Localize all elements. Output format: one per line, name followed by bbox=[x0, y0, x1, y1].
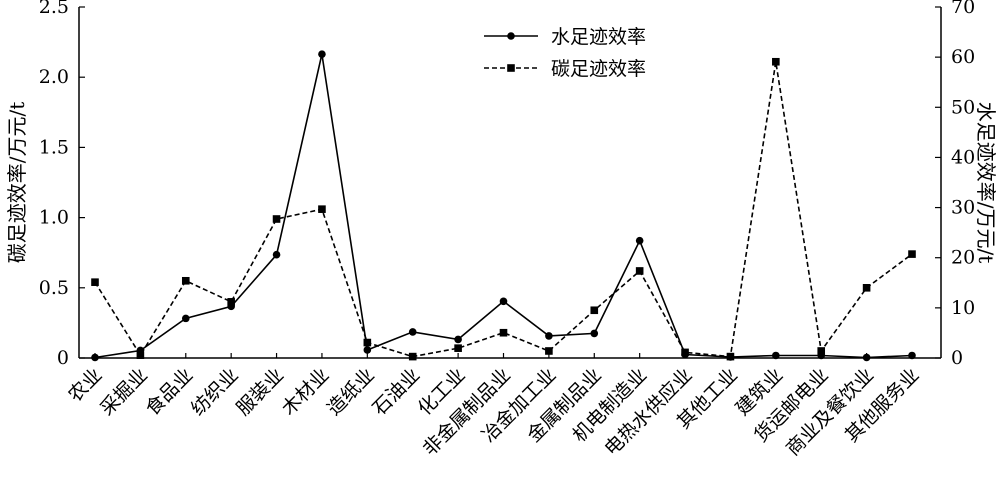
x-category-label: 纺织业 bbox=[187, 364, 243, 420]
carbon-data-point bbox=[635, 267, 644, 275]
water-data-point bbox=[908, 351, 916, 360]
x-category-label: 木材业 bbox=[278, 364, 334, 420]
right-tick-label: 40 bbox=[951, 146, 975, 168]
carbon-data-point bbox=[545, 347, 553, 355]
water-data-point bbox=[862, 353, 871, 362]
water-data-point bbox=[91, 353, 99, 362]
left-tick-label: 1.5 bbox=[39, 136, 69, 158]
carbon-data-point bbox=[862, 284, 871, 292]
water-data-point bbox=[590, 329, 599, 338]
carbon-series-line bbox=[94, 61, 913, 358]
carbon-data-point bbox=[772, 57, 780, 66]
legend-carbon-label: 碳足迹效率 bbox=[551, 58, 646, 80]
carbon-data-point bbox=[181, 276, 190, 285]
right-tick-label: 0 bbox=[951, 347, 963, 369]
x-category-label: 造纸业 bbox=[323, 364, 379, 420]
water-data-point bbox=[318, 50, 326, 58]
water-series-line bbox=[94, 53, 913, 359]
legend-water-marker bbox=[507, 32, 515, 40]
axes: 0 0.5 1.0 1.5 2.0 2.5 0 10 20 30 40 50 60 70 碳足迹效率/万元/… bbox=[5, 0, 998, 460]
water-data-point bbox=[272, 250, 281, 259]
water-data-point bbox=[454, 335, 462, 344]
left-tick-label: 2.5 bbox=[39, 0, 69, 18]
series-layer bbox=[91, 50, 916, 362]
right-tick-label: 60 bbox=[951, 46, 975, 68]
carbon-data-point bbox=[681, 348, 689, 357]
legend-water-label: 水足迹效率 bbox=[551, 26, 646, 48]
carbon-data-point bbox=[91, 278, 99, 286]
right-tick-label: 50 bbox=[951, 96, 975, 118]
right-tick-label: 70 bbox=[951, 0, 975, 18]
x-category-label: 服装业 bbox=[232, 364, 288, 420]
carbon-data-point bbox=[590, 306, 599, 315]
carbon-data-point bbox=[227, 298, 235, 306]
carbon-data-point bbox=[318, 205, 326, 213]
carbon-data-point bbox=[272, 215, 281, 223]
water-data-point bbox=[772, 351, 780, 360]
carbon-data-point bbox=[136, 351, 145, 359]
x-category-label: 采掘业 bbox=[96, 364, 152, 420]
carbon-data-point bbox=[726, 352, 735, 361]
water-data-point bbox=[545, 332, 553, 340]
legend-carbon-marker bbox=[507, 64, 515, 72]
water-data-point bbox=[499, 297, 508, 306]
right-axis-title: 水足迹效率/万元/t bbox=[974, 102, 998, 264]
carbon-data-point bbox=[454, 344, 462, 352]
left-tick-label: 1.0 bbox=[39, 207, 69, 229]
right-tick-label: 20 bbox=[951, 247, 975, 269]
x-category-label: 食品业 bbox=[141, 364, 197, 420]
water-data-point bbox=[635, 236, 644, 245]
carbon-data-point bbox=[408, 352, 417, 361]
carbon-data-point bbox=[363, 338, 372, 347]
left-axis-title: 碳足迹效率/万元/t bbox=[5, 102, 29, 264]
left-tick-label: 0.5 bbox=[39, 277, 69, 299]
carbon-data-point bbox=[908, 250, 916, 258]
left-tick-label: 2.0 bbox=[39, 66, 69, 88]
x-category-label: 石油业 bbox=[368, 364, 424, 420]
left-tick-label: 0 bbox=[57, 347, 69, 369]
right-tick-label: 30 bbox=[951, 197, 975, 219]
water-data-point bbox=[181, 314, 190, 323]
water-data-point bbox=[363, 346, 372, 354]
carbon-data-point bbox=[499, 328, 508, 337]
water-data-point bbox=[408, 328, 417, 336]
right-tick-label: 10 bbox=[951, 297, 975, 319]
carbon-data-point bbox=[817, 347, 826, 355]
